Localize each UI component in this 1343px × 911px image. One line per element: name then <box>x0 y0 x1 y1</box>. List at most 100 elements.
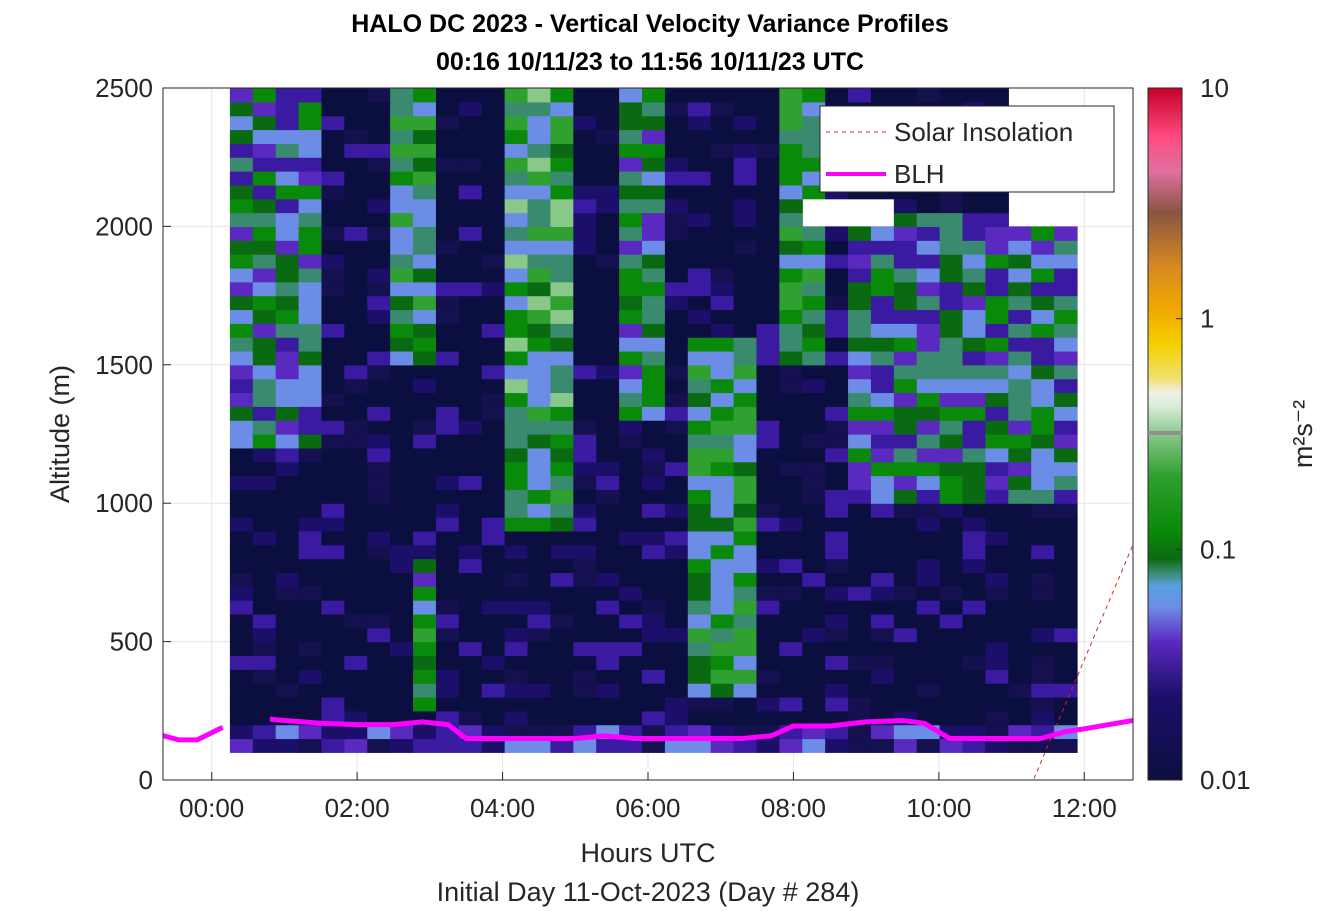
heatmap-cell <box>321 461 345 477</box>
heatmap-cell <box>962 226 987 241</box>
heatmap-cell <box>481 364 506 380</box>
heatmap-cell <box>962 489 987 504</box>
heatmap-cell <box>550 558 574 573</box>
heatmap-cell <box>733 503 758 518</box>
heatmap-cell <box>710 143 735 158</box>
x-tick-label: 04:00 <box>470 793 535 823</box>
heatmap-cell <box>573 461 597 477</box>
heatmap-cell <box>390 627 414 643</box>
heatmap-cell <box>298 378 323 394</box>
heatmap-cell <box>596 655 620 670</box>
heatmap-cell <box>321 586 345 601</box>
heatmap-cell <box>779 738 803 753</box>
heatmap-cell <box>870 517 895 532</box>
heatmap-cell <box>825 88 849 103</box>
heatmap-cell <box>939 378 964 394</box>
heatmap-cell <box>413 184 437 200</box>
heatmap-cell <box>962 586 987 601</box>
heatmap-cell <box>939 558 964 573</box>
heatmap-cell <box>1054 738 1078 753</box>
heatmap-cell <box>642 489 666 504</box>
heatmap-cell <box>710 503 735 518</box>
heatmap-cell <box>458 544 483 560</box>
heatmap-cell <box>1031 489 1055 504</box>
heatmap-cell <box>1054 281 1078 297</box>
heatmap-cell <box>802 600 826 615</box>
heatmap-cell <box>1008 489 1032 504</box>
heatmap-cell <box>550 364 574 380</box>
heatmap-cell <box>893 447 918 463</box>
heatmap-cell <box>1008 710 1032 726</box>
heatmap-cell <box>1008 627 1032 643</box>
heatmap-cell <box>367 627 391 643</box>
heatmap-cell <box>435 461 460 477</box>
heatmap-cell <box>435 295 460 311</box>
heatmap-cell <box>870 434 895 449</box>
heatmap-cell <box>825 627 849 643</box>
heatmap-cell <box>619 600 643 615</box>
heatmap-cell <box>413 489 437 504</box>
heatmap-cell <box>435 669 460 684</box>
heatmap-cell <box>367 461 391 477</box>
heatmap-cell <box>229 115 254 131</box>
heatmap-cell <box>642 475 666 490</box>
heatmap-cell <box>298 447 323 463</box>
heatmap-cell <box>893 434 918 449</box>
heatmap-cell <box>252 641 277 657</box>
heatmap-cell <box>390 530 414 546</box>
heatmap-cell <box>985 267 1009 283</box>
heatmap-cell <box>916 254 941 269</box>
heatmap-cell <box>229 171 254 186</box>
heatmap-cell <box>779 240 803 255</box>
heatmap-cell <box>504 489 529 504</box>
heatmap-cell <box>687 267 712 283</box>
heatmap-cell <box>481 572 506 587</box>
x-axis-label: Hours UTC <box>580 838 715 868</box>
heatmap-cell <box>550 129 574 144</box>
heatmap-cell <box>710 475 735 490</box>
heatmap-cell <box>893 226 918 241</box>
heatmap-cell <box>1008 226 1032 241</box>
heatmap-cell <box>596 88 620 103</box>
heatmap-cell <box>619 503 643 518</box>
heatmap-cell <box>1008 572 1032 587</box>
heatmap-cell <box>939 600 964 615</box>
heatmap-cell <box>321 254 345 269</box>
heatmap-cell <box>848 503 872 518</box>
heatmap-cell <box>481 461 506 477</box>
heatmap-cell <box>916 683 941 698</box>
heatmap-cell <box>1031 281 1055 297</box>
heatmap-cell <box>458 586 483 601</box>
heatmap-cell <box>344 517 368 532</box>
heatmap-cell <box>298 392 323 407</box>
heatmap-cell <box>344 267 368 283</box>
heatmap-cell <box>435 420 460 435</box>
heatmap-cell <box>756 157 780 172</box>
heatmap-cell <box>687 88 712 103</box>
heatmap-cell <box>664 447 689 463</box>
heatmap-cell <box>527 212 552 227</box>
heatmap-cell <box>458 489 483 504</box>
heatmap-cell <box>550 627 574 643</box>
colorbar-tick-label: 10 <box>1200 73 1229 103</box>
heatmap-cell <box>413 738 437 753</box>
heatmap-cell <box>550 323 574 338</box>
heatmap-cell <box>870 461 895 477</box>
heatmap-cell <box>870 226 895 241</box>
heatmap-cell <box>642 572 666 587</box>
heatmap-cell <box>321 309 345 324</box>
heatmap-cell <box>481 157 506 172</box>
heatmap-cell <box>825 586 849 601</box>
heatmap-cell <box>573 572 597 587</box>
heatmap-cell <box>642 683 666 698</box>
heatmap-cell <box>573 129 597 144</box>
heatmap-cell <box>367 323 391 338</box>
heatmap-cell <box>733 323 758 338</box>
heatmap-cell <box>435 101 460 117</box>
heatmap-cell <box>642 240 666 255</box>
heatmap-cell <box>802 447 826 463</box>
heatmap-cell <box>481 212 506 227</box>
heatmap-cell <box>481 558 506 573</box>
heatmap-cell <box>1008 530 1032 546</box>
heatmap-cell <box>642 586 666 601</box>
